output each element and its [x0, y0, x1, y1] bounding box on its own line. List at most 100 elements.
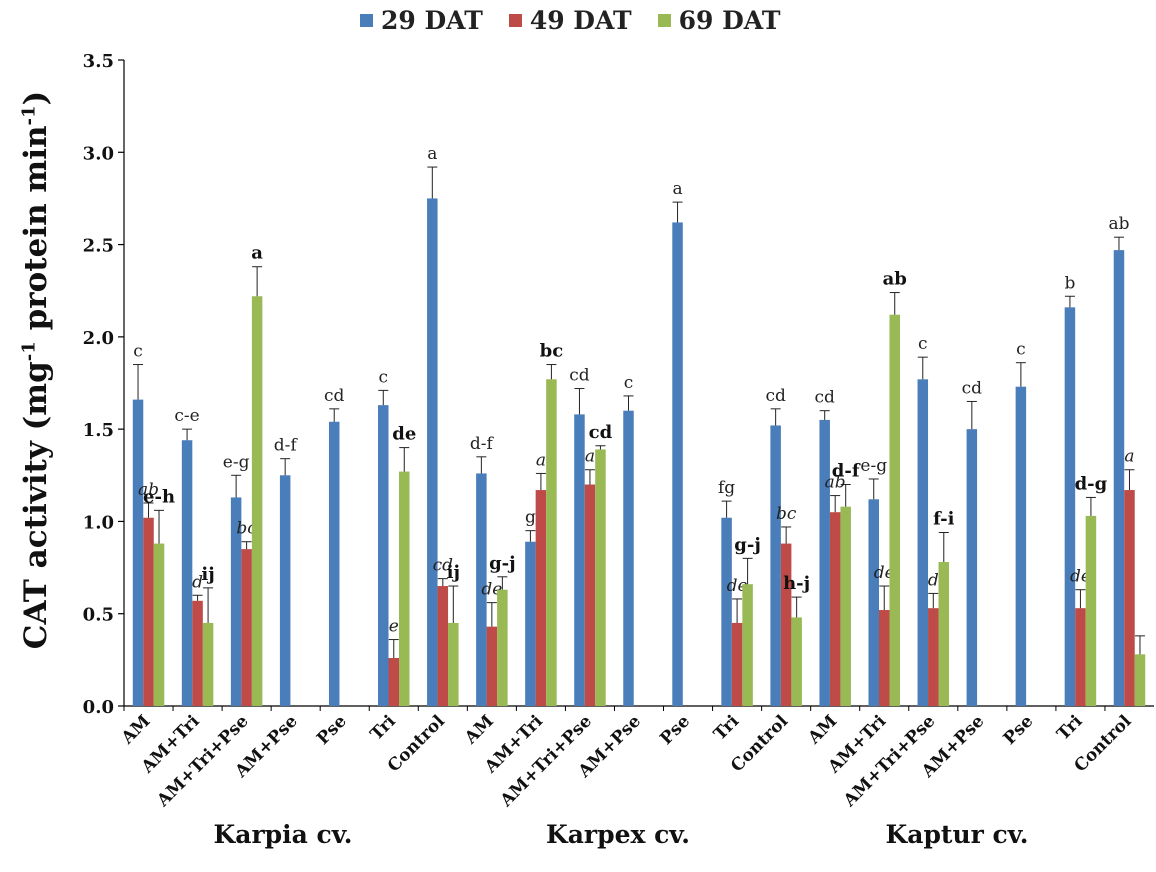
legend: 29 DAT 49 DAT 69 DAT: [360, 6, 780, 35]
x-tick-label: Tri: [710, 711, 743, 744]
bar-69dat: [791, 617, 802, 706]
bar-29dat: [721, 517, 732, 706]
significance-label: g-j: [489, 553, 516, 574]
significance-label: c-e: [174, 406, 199, 426]
significance-label: d-f: [470, 434, 495, 454]
significance-label: a: [672, 179, 682, 199]
x-tick-label: Tri: [367, 711, 400, 744]
significance-label: e-g: [860, 456, 887, 476]
significance-label: a: [585, 447, 595, 467]
significance-label: b: [1064, 273, 1075, 293]
significance-label: ab: [138, 480, 159, 500]
significance-label: d-f: [832, 461, 861, 482]
y-tick-label: 1.5: [83, 420, 114, 441]
significance-label: bc: [540, 341, 564, 362]
x-tick-label: Pse: [313, 711, 351, 749]
significance-label: ab: [883, 269, 907, 290]
significance-label: cd: [962, 378, 983, 398]
legend-swatch-29dat: [360, 14, 373, 27]
bar-49dat: [143, 517, 154, 706]
significance-label: de: [874, 563, 895, 583]
bar-29dat: [770, 425, 781, 706]
legend-item-49dat: 49 DAT: [508, 6, 632, 35]
bar-69dat: [938, 562, 950, 706]
significance-label: h-j: [783, 573, 810, 594]
significance-label: d-g: [1075, 473, 1108, 494]
group-label-karpex: Karpex cv.: [545, 820, 691, 849]
bar-69dat: [1085, 515, 1097, 706]
significance-label: cd: [814, 388, 835, 408]
bar-29dat: [378, 405, 389, 706]
bar-49dat: [535, 490, 547, 706]
x-tick-label: AM: [117, 711, 155, 749]
bar-29dat: [230, 497, 242, 706]
bar-69dat: [251, 296, 263, 706]
bar-69dat: [1134, 654, 1146, 706]
significance-label: c: [624, 373, 634, 393]
significance-label: de: [481, 580, 502, 600]
bar-69dat: [448, 622, 459, 706]
y-tick-label: 0.5: [83, 605, 114, 626]
legend-item-29dat: 29 DAT: [360, 6, 483, 35]
legend-label-49dat: 49 DAT: [529, 6, 632, 35]
x-tick-label: Pse: [656, 711, 694, 749]
significance-label: de: [392, 424, 416, 445]
significance-label: bc: [776, 504, 797, 524]
bar-29dat: [132, 399, 144, 706]
bar-49dat: [878, 610, 890, 706]
bar-29dat: [819, 419, 830, 706]
significance-label: cd: [324, 386, 345, 406]
significance-label: c: [1016, 340, 1026, 360]
significance-label: cd: [765, 386, 786, 406]
bar-49dat: [437, 586, 449, 706]
significance-label: c: [378, 367, 388, 387]
bar-49dat: [1124, 490, 1135, 706]
bar-29dat: [966, 429, 978, 706]
bar-69dat: [202, 622, 214, 706]
bar-29dat: [1015, 386, 1027, 706]
bar-29dat: [1064, 307, 1076, 706]
significance-label: cd: [433, 556, 454, 576]
bar-49dat: [486, 626, 498, 706]
significance-label: f-i: [933, 509, 955, 530]
significance-label: e-h: [143, 486, 175, 507]
bar-49dat: [584, 484, 596, 706]
bar-29dat: [427, 198, 438, 706]
bar-49dat: [241, 549, 252, 706]
significance-label: ij: [447, 562, 460, 583]
y-tick-label: 1.0: [83, 512, 114, 533]
significance-label: a: [251, 243, 263, 264]
bar-69dat: [889, 314, 900, 706]
legend-swatch-69dat: [657, 14, 671, 27]
bar-69dat: [546, 379, 557, 706]
bar-69dat: [399, 471, 410, 706]
bar-49dat: [192, 600, 203, 706]
bar-69dat: [742, 584, 753, 706]
group-label-kaptur: Kaptur cv.: [885, 820, 1029, 849]
x-tick-label: AM: [460, 711, 498, 749]
bar-69dat: [840, 506, 851, 706]
legend-label-29dat: 29 DAT: [381, 6, 483, 35]
bar-49dat: [829, 512, 841, 706]
bar-29dat: [623, 410, 634, 706]
bar-29dat: [1113, 250, 1125, 706]
x-tick-label: Pse: [1000, 711, 1038, 749]
significance-label: a: [536, 450, 546, 470]
significance-label: d: [192, 572, 203, 592]
significance-label: g: [525, 508, 536, 528]
bar-29dat: [525, 541, 536, 706]
significance-label: e-g: [223, 452, 250, 472]
bar-29dat: [672, 222, 683, 706]
y-tick-label: 3.5: [83, 51, 114, 72]
y-tick-label: 2.0: [83, 328, 114, 349]
bar-69dat: [595, 449, 606, 706]
legend-item-69dat: 69 DAT: [657, 6, 781, 35]
x-tick-label: Tri: [1053, 711, 1086, 744]
legend-label-69dat: 69 DAT: [678, 6, 781, 35]
significance-label: c: [918, 334, 928, 354]
significance-label: cd: [569, 366, 590, 386]
bar-29dat: [917, 379, 929, 706]
group-label-karpia: Karpia cv.: [213, 820, 353, 849]
bar-29dat: [476, 473, 487, 706]
